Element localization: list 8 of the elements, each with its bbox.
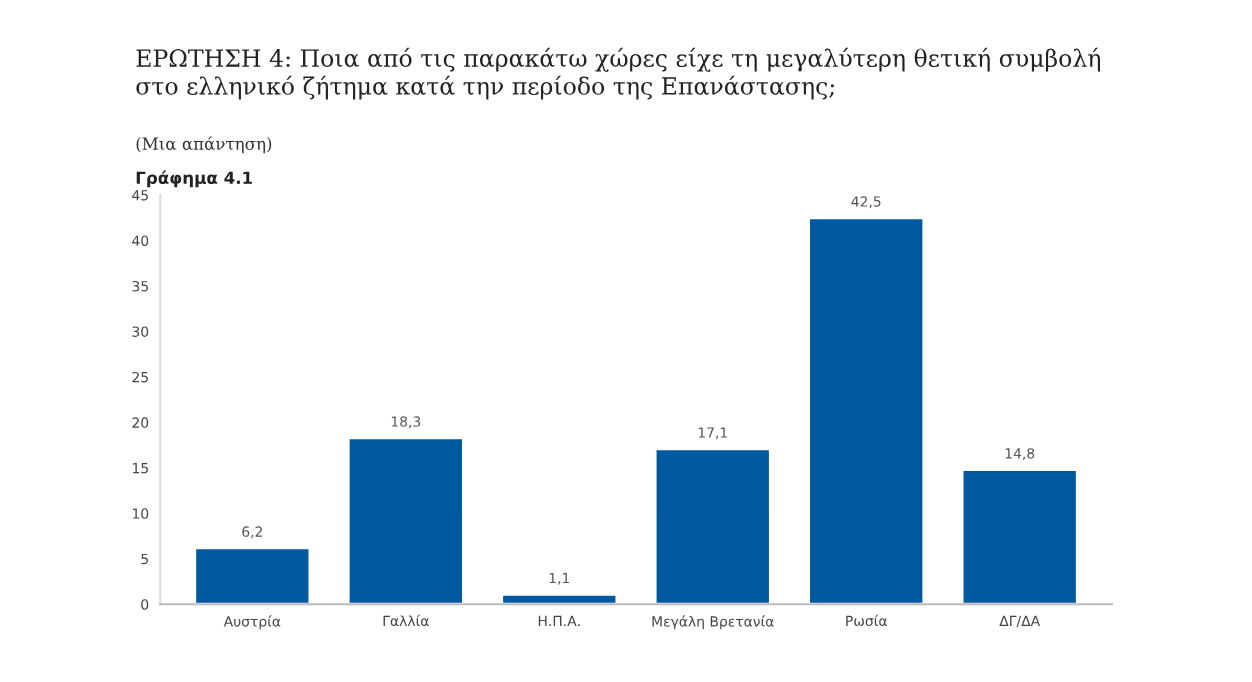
chart-title: ΕΡΩΤΗΣΗ 4: Ποια από τις παρακάτω χώρες είχε τη μεγαλύτερη θετική συμβολή στο ελληνικό ζήτημα κατά την περίοδο της Επανάστασης;: [136, 47, 1100, 100]
bar: [960, 468, 1079, 605]
bar: [653, 447, 772, 605]
bar: [807, 216, 926, 605]
bar: [346, 436, 465, 605]
chart-subtitle: (Μια απάντηση): [136, 136, 272, 154]
bar: [193, 546, 312, 605]
text: Γράφημα 4.1: [136, 170, 253, 188]
